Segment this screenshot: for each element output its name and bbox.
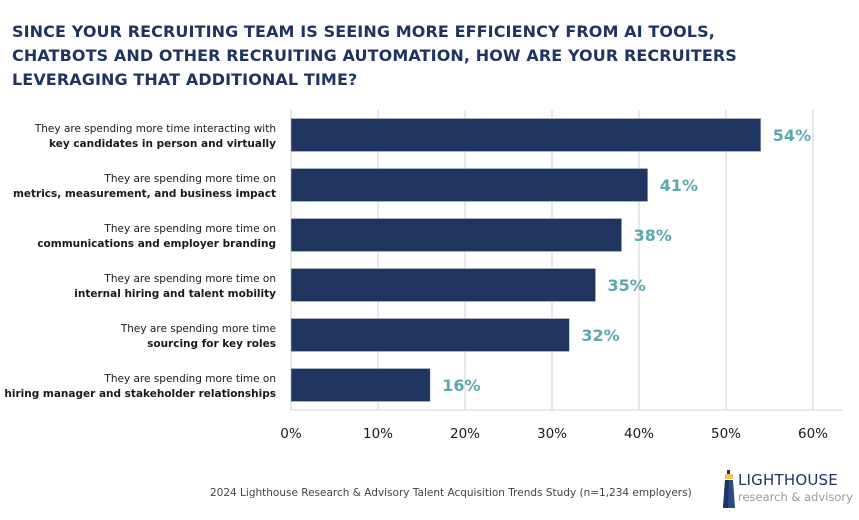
bar bbox=[290, 368, 431, 402]
logo-subtitle: research & advisory bbox=[738, 490, 853, 504]
value-labels: 54% 41% 38% 35% 32% 16% bbox=[442, 126, 811, 395]
category-label-line2: hiring manager and stakeholder relations… bbox=[4, 388, 276, 400]
lighthouse-logo: LIGHTHOUSE research & advisory bbox=[722, 470, 853, 510]
x-tick-label: 0% bbox=[280, 426, 302, 442]
bar bbox=[290, 218, 622, 252]
data-label: 41% bbox=[660, 176, 698, 195]
data-label: 54% bbox=[773, 126, 811, 145]
x-axis-ticks: 0% 10% 20% 30% 40% 50% 60% bbox=[280, 426, 828, 442]
logo-name: LIGHTHOUSE bbox=[738, 471, 838, 489]
category-label-line1: They are spending more time on bbox=[103, 173, 276, 185]
source-note: 2024 Lighthouse Research & Advisory Tale… bbox=[210, 487, 692, 499]
category-label-line1: They are spending more time on bbox=[103, 273, 276, 285]
x-tick-label: 50% bbox=[711, 426, 741, 442]
category-label-line1: They are spending more time on bbox=[103, 373, 276, 385]
x-tick-label: 40% bbox=[624, 426, 654, 442]
category-label-line1: They are spending more time interacting … bbox=[34, 123, 276, 135]
chart-title-line: LEVERAGING THAT ADDITIONAL TIME? bbox=[12, 70, 358, 89]
data-label: 16% bbox=[442, 376, 480, 395]
data-label: 38% bbox=[634, 226, 672, 245]
data-label: 32% bbox=[581, 326, 619, 345]
category-label-line2: sourcing for key roles bbox=[147, 338, 276, 350]
chart-title-line: CHATBOTS AND OTHER RECRUITING AUTOMATION… bbox=[12, 46, 737, 65]
x-tick-label: 30% bbox=[537, 426, 567, 442]
x-tick-label: 60% bbox=[798, 426, 828, 442]
x-tick-label: 20% bbox=[450, 426, 480, 442]
data-label: 35% bbox=[608, 276, 646, 295]
category-label-line2: communications and employer branding bbox=[37, 238, 276, 250]
bar bbox=[290, 168, 649, 202]
chart-title: SINCE YOUR RECRUITING TEAM IS SEEING MOR… bbox=[12, 20, 842, 92]
bar bbox=[290, 118, 762, 152]
category-label-line1: They are spending more time bbox=[120, 323, 276, 335]
category-label-line2: metrics, measurement, and business impac… bbox=[13, 188, 276, 200]
category-label-line2: key candidates in person and virtually bbox=[49, 138, 276, 150]
x-tick-label: 10% bbox=[363, 426, 393, 442]
category-labels: They are spending more time interacting … bbox=[4, 123, 276, 400]
lighthouse-icon bbox=[723, 470, 735, 508]
category-label-line1: They are spending more time on bbox=[103, 223, 276, 235]
bar bbox=[290, 318, 570, 352]
bars bbox=[290, 118, 762, 402]
bar bbox=[290, 268, 596, 302]
chart-title-line: SINCE YOUR RECRUITING TEAM IS SEEING MOR… bbox=[12, 22, 715, 41]
category-label-line2: internal hiring and talent mobility bbox=[74, 288, 276, 300]
gridlines bbox=[290, 110, 814, 410]
